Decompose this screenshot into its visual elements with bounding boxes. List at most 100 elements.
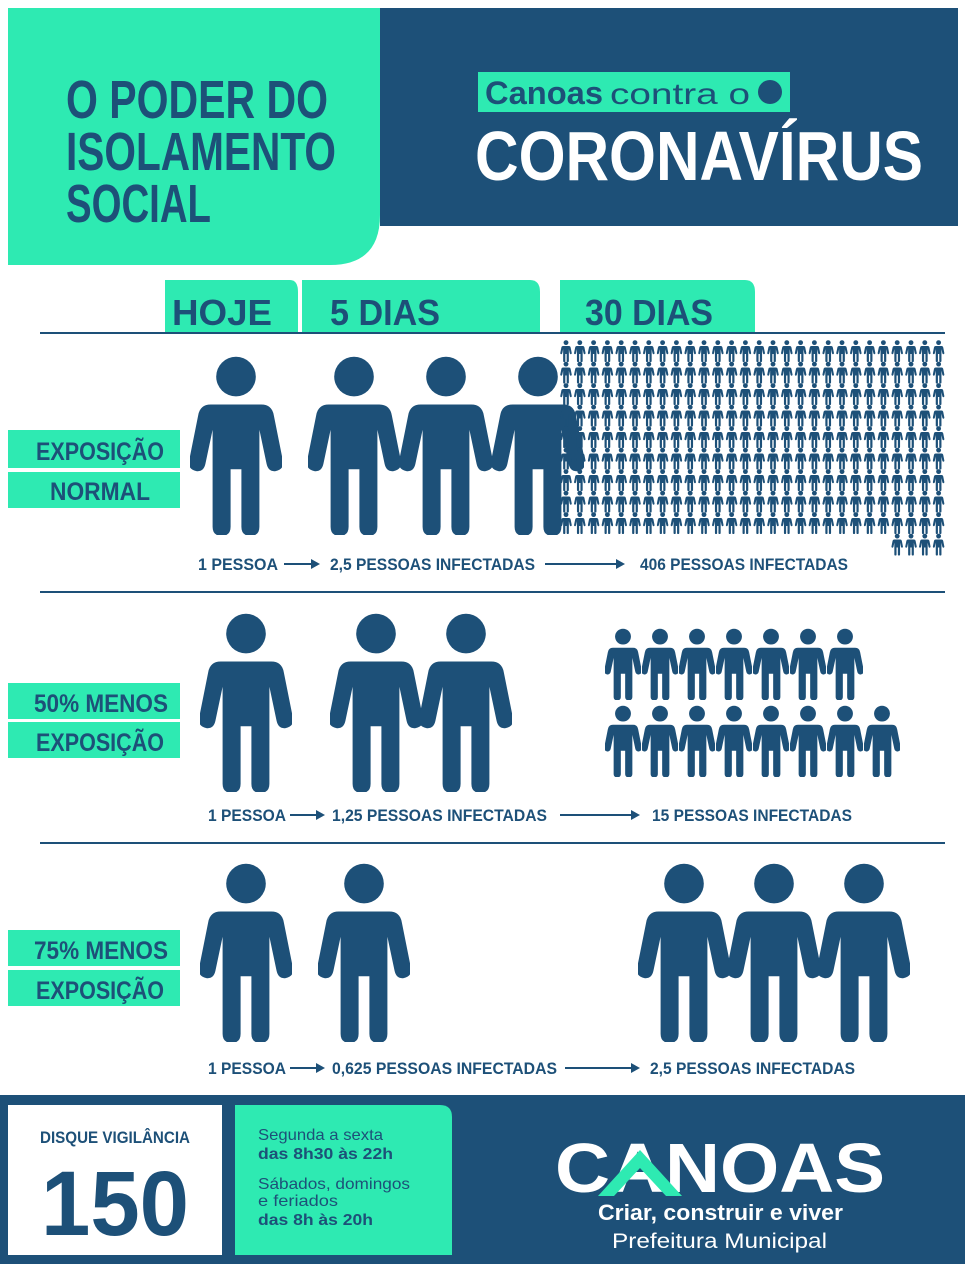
person-icon bbox=[817, 864, 911, 1043]
person-icon bbox=[809, 512, 821, 534]
person-icon bbox=[698, 426, 710, 448]
caption: 1 PESSOA bbox=[198, 555, 278, 574]
arrow-head bbox=[316, 1063, 325, 1073]
person-icon bbox=[643, 491, 655, 513]
person-icon bbox=[604, 629, 642, 701]
person-icon bbox=[588, 469, 600, 491]
person-icon bbox=[419, 614, 513, 793]
person-icon bbox=[781, 491, 793, 513]
hours-line: das 8h30 às 22h bbox=[258, 1146, 393, 1163]
person-icon bbox=[684, 340, 696, 362]
person-icon bbox=[602, 426, 614, 448]
person-icon bbox=[891, 383, 903, 405]
caption: 2,5 PESSOAS INFECTADAS bbox=[330, 555, 535, 574]
person-icon bbox=[726, 491, 738, 513]
person-icon bbox=[629, 512, 641, 534]
person-icon bbox=[836, 491, 848, 513]
person-icon bbox=[905, 426, 917, 448]
person-icon bbox=[560, 362, 572, 384]
person-icon bbox=[588, 448, 600, 470]
person-icon bbox=[615, 469, 627, 491]
person-icon bbox=[715, 706, 753, 778]
person-icon bbox=[878, 469, 890, 491]
caption: 15 PESSOAS INFECTADAS bbox=[652, 806, 852, 825]
person-icon bbox=[795, 491, 807, 513]
person-icon bbox=[671, 383, 683, 405]
person-icon bbox=[891, 405, 903, 427]
person-icon bbox=[698, 469, 710, 491]
person-icon bbox=[822, 426, 834, 448]
person-icon bbox=[905, 383, 917, 405]
person-icon bbox=[919, 362, 931, 384]
person-icon bbox=[643, 426, 655, 448]
person-icon bbox=[726, 362, 738, 384]
person-icon bbox=[698, 383, 710, 405]
person-icon bbox=[826, 629, 864, 701]
person-icon bbox=[727, 864, 821, 1043]
person-icon bbox=[822, 383, 834, 405]
person-icon bbox=[740, 512, 752, 534]
person-icon bbox=[657, 362, 669, 384]
person-icon bbox=[836, 340, 848, 362]
person-icon bbox=[753, 405, 765, 427]
person-icon bbox=[629, 383, 641, 405]
person-icon bbox=[767, 426, 779, 448]
person-icon bbox=[615, 383, 627, 405]
arrow-head bbox=[631, 810, 640, 820]
person-icon bbox=[919, 426, 931, 448]
person-icon bbox=[795, 426, 807, 448]
hours-line: Segunda a sexta bbox=[258, 1127, 383, 1144]
person-icon bbox=[753, 426, 765, 448]
person-icon bbox=[864, 340, 876, 362]
person-icon bbox=[317, 864, 411, 1043]
person-icon bbox=[850, 491, 862, 513]
person-icon bbox=[753, 340, 765, 362]
person-icon bbox=[933, 426, 945, 448]
person-icon bbox=[752, 706, 790, 778]
person-icon bbox=[850, 362, 862, 384]
caption: 0,625 PESSOAS INFECTADAS bbox=[332, 1059, 557, 1078]
caption: 1,25 PESSOAS INFECTADAS bbox=[332, 806, 547, 825]
person-icon bbox=[864, 448, 876, 470]
person-icon bbox=[712, 491, 724, 513]
caption: 406 PESSOAS INFECTADAS bbox=[640, 555, 848, 574]
person-icon bbox=[878, 383, 890, 405]
person-icon bbox=[560, 469, 572, 491]
person-icon bbox=[919, 491, 931, 513]
person-icon bbox=[671, 426, 683, 448]
person-icon bbox=[891, 362, 903, 384]
person-icon bbox=[643, 383, 655, 405]
person-icon bbox=[329, 614, 423, 793]
person-icon bbox=[905, 512, 917, 534]
person-icon bbox=[905, 534, 917, 556]
person-icon bbox=[789, 629, 827, 701]
person-icon bbox=[643, 448, 655, 470]
virus-icon bbox=[758, 80, 782, 104]
person-icon bbox=[905, 469, 917, 491]
person-icon bbox=[822, 512, 834, 534]
person-icon bbox=[809, 448, 821, 470]
person-icon bbox=[712, 426, 724, 448]
person-icon bbox=[822, 448, 834, 470]
person-icon bbox=[712, 340, 724, 362]
person-icon bbox=[684, 469, 696, 491]
subtitle: Prefeitura Municipal bbox=[612, 1230, 827, 1253]
person-icon bbox=[588, 491, 600, 513]
person-icon bbox=[740, 491, 752, 513]
person-icon bbox=[781, 362, 793, 384]
person-icon bbox=[795, 469, 807, 491]
row-label: EXPOSIÇÃO bbox=[36, 727, 164, 757]
person-icon bbox=[822, 469, 834, 491]
person-icon bbox=[657, 426, 669, 448]
person-icon bbox=[767, 448, 779, 470]
person-icon bbox=[602, 469, 614, 491]
person-icon bbox=[740, 469, 752, 491]
person-icon bbox=[905, 362, 917, 384]
person-icon bbox=[604, 706, 642, 778]
person-icon bbox=[588, 512, 600, 534]
person-icon bbox=[809, 405, 821, 427]
hotline-label: DISQUE VIGILÂNCIA bbox=[40, 1128, 190, 1147]
hours-line: das 8h às 20h bbox=[258, 1212, 373, 1229]
campaign-prefix: Canoas bbox=[485, 75, 603, 111]
person-icon bbox=[767, 383, 779, 405]
